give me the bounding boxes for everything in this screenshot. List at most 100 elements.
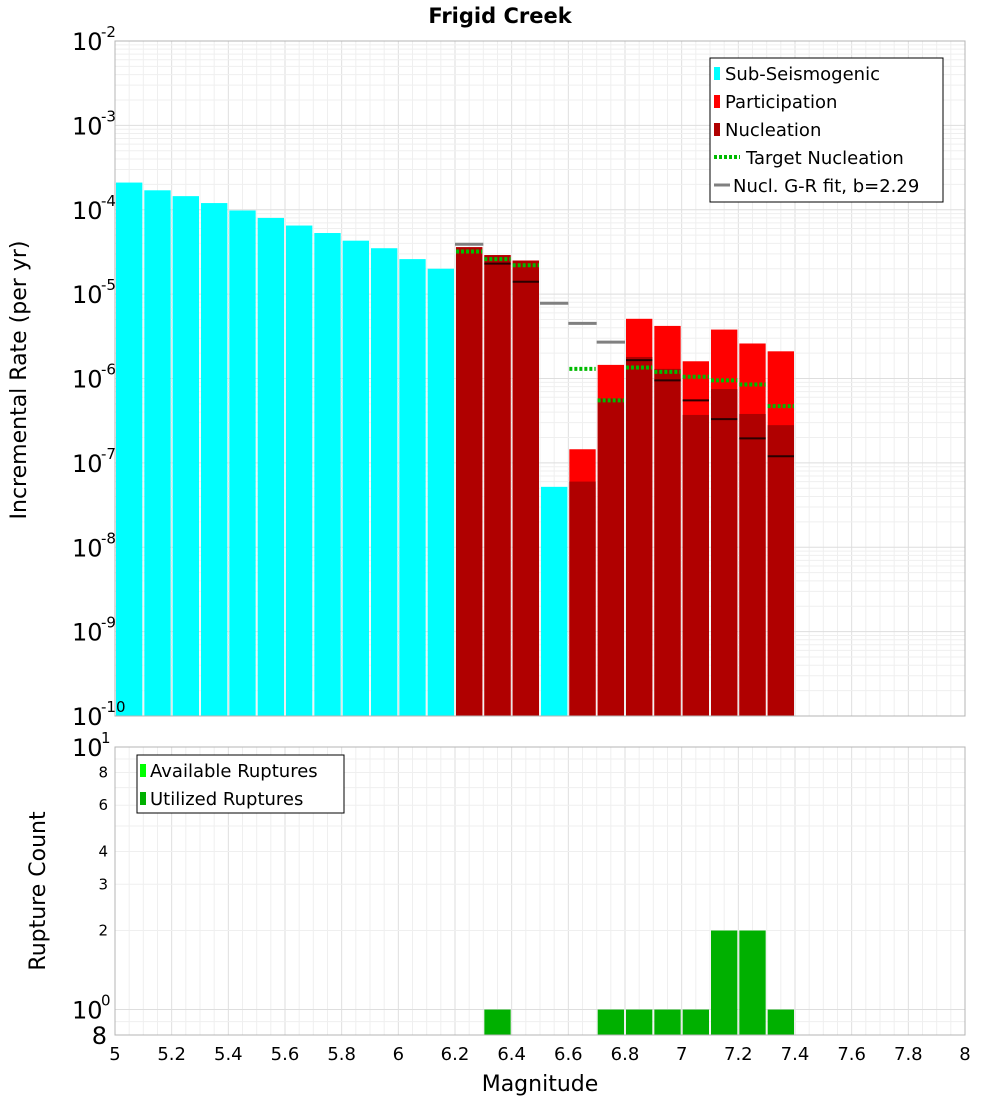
bar-sub-seismogenic <box>229 210 256 716</box>
bar-sub-seismogenic <box>314 233 341 716</box>
bar-nucleation <box>682 414 709 716</box>
bar-sub-seismogenic <box>201 203 228 716</box>
legend-label-nucleation: Nucleation <box>725 120 821 141</box>
top-plot-grid <box>114 41 966 717</box>
legend-swatch-utilized-ruptures <box>140 792 146 805</box>
bar-sub-seismogenic <box>144 190 171 716</box>
bar-nucleation <box>456 247 483 716</box>
legend-label-gr-fit: Nucl. G-R fit, b=2.29 <box>733 176 919 197</box>
y-minor-tick-label: 3 <box>98 875 108 893</box>
y-tick-exponent: 0 <box>101 992 111 1010</box>
bar-nucleation <box>654 368 681 716</box>
x-tick-label: 7.8 <box>894 1044 923 1065</box>
x-tick-label: 6 <box>393 1044 404 1065</box>
y-tick-label: 10 <box>72 734 103 762</box>
y-tick-label: 10 <box>72 534 103 562</box>
legend-label-utilized-ruptures: Utilized Ruptures <box>150 789 303 810</box>
legend-label-participation: Participation <box>725 92 837 113</box>
legend-label-available-ruptures: Available Ruptures <box>150 761 318 782</box>
y-tick-label: 10 <box>72 997 103 1025</box>
x-tick-label: 5.8 <box>327 1044 356 1065</box>
y-tick-exponent: -7 <box>101 445 116 463</box>
top-legend-frame <box>709 57 944 203</box>
x-tick-labels: 5 5.2 5.4 5.6 5.8 6 6.2 6.4 6.6 6.8 7 7.2 7.4 7.6 7.8 8 <box>109 1044 970 1065</box>
bar-nucleation <box>711 389 738 716</box>
bar-nucleation <box>484 255 511 716</box>
bar-sub-seismogenic <box>116 182 143 716</box>
y-minor-tick-label: 4 <box>98 842 108 860</box>
y-tick-label: 10 <box>72 703 103 731</box>
bottom-plot-marks <box>484 930 794 1035</box>
top-plot-marks <box>116 182 794 717</box>
y-minor-tick-label: 8 <box>92 1022 107 1050</box>
x-tick-label: 8 <box>959 1044 970 1065</box>
y-minor-tick-label: 6 <box>98 796 108 814</box>
bar-sub-seismogenic <box>257 217 284 716</box>
bar-sub-seismogenic <box>541 486 568 716</box>
top-y-axis-title: Incremental Rate (per yr) <box>7 241 32 520</box>
y-tick-exponent: 1 <box>101 729 111 747</box>
y-tick-exponent: -9 <box>101 614 116 632</box>
bar-utilized-ruptures <box>597 1009 624 1035</box>
y-tick-label: 10 <box>72 281 103 309</box>
bar-sub-seismogenic <box>286 225 313 716</box>
bar-utilized-ruptures <box>626 1009 653 1035</box>
bar-utilized-ruptures <box>739 930 766 1035</box>
bottom-legend-frame <box>136 754 345 814</box>
y-tick-label: 10 <box>72 28 103 56</box>
bar-utilized-ruptures <box>767 1009 794 1035</box>
bar-utilized-ruptures <box>654 1009 681 1035</box>
x-tick-label: 7 <box>676 1044 687 1065</box>
legend-swatch-nucleation <box>714 123 720 136</box>
bar-nucleation <box>739 413 766 716</box>
x-tick-label: 5.4 <box>214 1044 243 1065</box>
y-tick-label: 10 <box>72 197 103 225</box>
y-tick-exponent: -6 <box>101 361 116 379</box>
x-tick-label: 6.2 <box>441 1044 470 1065</box>
y-tick-exponent: -2 <box>101 23 116 41</box>
x-tick-label: 7.6 <box>837 1044 866 1065</box>
bottom-y-axis-title: Rupture Count <box>26 811 51 971</box>
bar-nucleation <box>597 398 624 716</box>
bar-utilized-ruptures <box>711 930 738 1035</box>
legend-label-sub-seismogenic: Sub-Seismogenic <box>725 64 880 85</box>
y-tick-exponent: -8 <box>101 529 116 547</box>
y-tick-exponent: -5 <box>101 276 116 294</box>
x-tick-label: 7.4 <box>781 1044 810 1065</box>
top-legend: Sub-Seismogenic Participation Nucleation… <box>709 57 944 203</box>
y-tick-exponent: -3 <box>101 107 116 125</box>
y-minor-tick-label: 8 <box>98 763 108 781</box>
y-tick-label: 10 <box>72 450 103 478</box>
legend-swatch-sub-seismogenic <box>714 67 720 80</box>
top-plot-frame <box>114 40 966 717</box>
bar-nucleation <box>767 425 794 716</box>
x-tick-label: 5.2 <box>157 1044 186 1065</box>
legend-swatch-available-ruptures <box>140 764 146 777</box>
bottom-legend: Available Ruptures Utilized Ruptures <box>136 754 345 814</box>
bar-sub-seismogenic <box>342 240 369 717</box>
bar-sub-seismogenic <box>427 268 454 716</box>
bar-utilized-ruptures <box>682 1009 709 1035</box>
x-tick-label: 6.4 <box>497 1044 526 1065</box>
x-axis-title: Magnitude <box>482 1072 599 1097</box>
legend-label-target-nucleation: Target Nucleation <box>745 148 904 169</box>
bar-sub-seismogenic <box>172 196 199 716</box>
bar-sub-seismogenic <box>399 259 426 716</box>
bar-utilized-ruptures <box>484 1009 511 1035</box>
x-tick-label: 5 <box>109 1044 120 1065</box>
bar-sub-seismogenic <box>371 248 398 717</box>
y-tick-label: 10 <box>72 619 103 647</box>
bar-nucleation <box>626 356 653 716</box>
y-tick-exponent: -4 <box>101 192 116 210</box>
x-tick-label: 5.6 <box>271 1044 300 1065</box>
chart-title: Frigid Creek <box>428 4 572 28</box>
y-minor-tick-label: 2 <box>98 922 108 940</box>
x-tick-label: 6.8 <box>611 1044 640 1065</box>
x-tick-label: 6.6 <box>554 1044 583 1065</box>
bar-nucleation <box>569 481 596 716</box>
bottom-plot-frame <box>114 746 966 1036</box>
x-tick-label: 7.2 <box>724 1044 753 1065</box>
y-tick-label: 10 <box>72 112 103 140</box>
